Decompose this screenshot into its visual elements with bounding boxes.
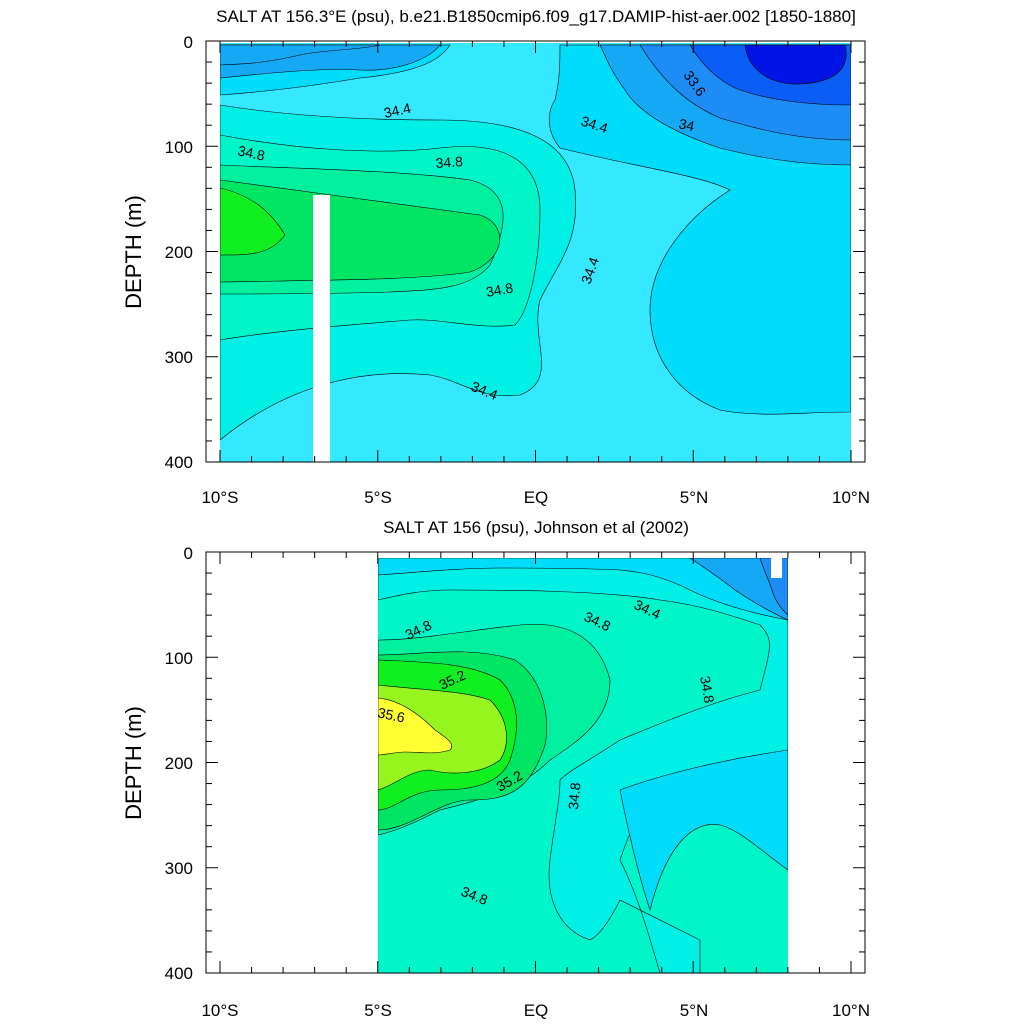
chart1-title: SALT AT 156.3°E (psu), b.e21.B1850cmip6.…	[216, 7, 856, 26]
chart1-clabel-34-4-a: 34.4	[382, 100, 412, 121]
chart2-xtick-label: 5°N	[680, 1001, 709, 1020]
chart2-band-33-8	[689, 558, 788, 621]
chart1-band-33-8-left	[220, 44, 381, 66]
chart1-ytick-label: 0	[184, 33, 193, 52]
chart1-xtick-label: 10°S	[201, 488, 238, 507]
chart2-title: SALT AT 156 (psu), Johnson et al (2002)	[383, 518, 689, 537]
chart1-ticks	[206, 40, 865, 463]
chart1-xtick-labels: 10°S 5°S EQ 5°N 10°N	[201, 488, 870, 507]
chart1-ytick-label: 100	[165, 138, 193, 157]
chart1-contour-fill	[220, 43, 851, 462]
chart1-missing-data-bar	[313, 195, 330, 462]
chart1-ytick-label: 300	[165, 348, 193, 367]
chart1-clabel-34-8-b: 34.8	[435, 153, 464, 171]
chart1-ytick-labels: 0 100 200 300 400	[165, 33, 193, 472]
chart2-band-34-4	[378, 558, 788, 973]
chart2-ytick-label: 0	[184, 544, 193, 563]
chart2-missing-data-notch	[771, 558, 782, 578]
chart2-clabel-34-8-c: 34.8	[697, 675, 718, 705]
chart1-band-35-2	[220, 179, 500, 283]
chart1-xtick-label: 10°N	[832, 488, 870, 507]
chart1-clabel-34-8-a: 34.8	[236, 142, 266, 163]
chart1-y-axis-label: DEPTH (m)	[121, 195, 146, 309]
chart1-clabel-34-0: 34	[677, 115, 696, 134]
chart2-xtick-label: EQ	[524, 1001, 549, 1020]
chart2-xtick-label: 5°S	[364, 1001, 392, 1020]
chart1-band-33-2	[744, 44, 847, 85]
chart2-contour-fill	[378, 558, 788, 973]
chart2-clabel-35-6: 35.6	[376, 704, 406, 725]
chart2-ytick-label: 100	[165, 649, 193, 668]
chart2-xtick-label: 10°N	[832, 1001, 870, 1020]
chart1-xtick-label: EQ	[524, 488, 549, 507]
chart2-ticks	[206, 551, 865, 974]
chart2-ytick-labels: 0 100 200 300 400	[165, 544, 193, 983]
chart2-band-34-0	[619, 749, 788, 912]
chart2-ytick-label: 200	[165, 754, 193, 773]
chart2-band-35-8	[378, 697, 453, 756]
chart1-xtick-label: 5°N	[680, 488, 709, 507]
chart1-band-35-4	[220, 187, 286, 256]
chart2-y-axis-label: DEPTH (m)	[121, 706, 146, 820]
chart1-xtick-label: 5°S	[364, 488, 392, 507]
chart1-ytick-label: 200	[165, 243, 193, 262]
chart2-clabel-34-8-d: 34.8	[565, 782, 583, 811]
chart2-ytick-label: 300	[165, 859, 193, 878]
chart2-band-34-2-top	[378, 558, 788, 621]
chart2-xtick-labels: 10°S 5°S EQ 5°N 10°N	[201, 1001, 870, 1020]
chart2-xtick-label: 10°S	[201, 1001, 238, 1020]
chart1-clabel-34-8-c: 34.8	[485, 279, 515, 300]
chart2-ytick-label: 400	[165, 964, 193, 983]
chart1-ytick-label: 400	[165, 453, 193, 472]
